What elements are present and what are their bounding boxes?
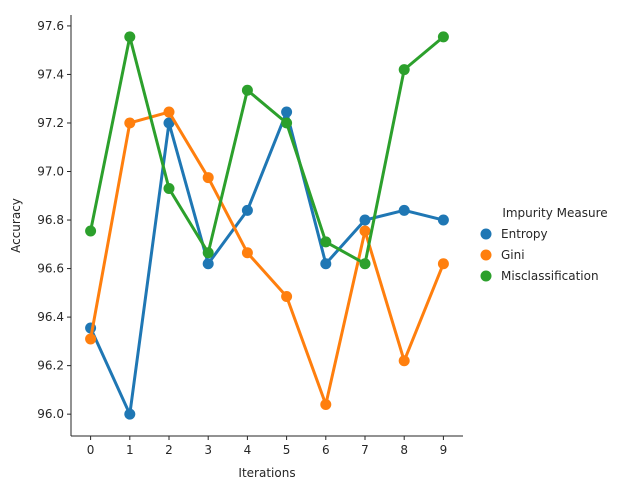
y-tick-label: 97.0: [37, 165, 64, 179]
x-tick-label: 7: [361, 443, 369, 457]
data-point-misclassification: [85, 225, 97, 237]
y-tick-label: 96.0: [37, 407, 64, 421]
y-tick-label: 96.8: [37, 213, 64, 227]
legend: Impurity Measure Entropy Gini Misclassific…: [480, 206, 608, 283]
data-point-misclassification: [241, 84, 253, 96]
data-point-entropy: [437, 214, 449, 226]
data-point-gini: [163, 106, 175, 118]
y-tick-label: 96.6: [37, 262, 64, 276]
legend-marker-entropy: [480, 228, 492, 240]
x-tick-label: 6: [322, 443, 330, 457]
x-ticks: 0 1 2 3 4 5 6 7 8 9: [87, 436, 447, 457]
x-tick-label: 8: [400, 443, 408, 457]
data-point-gini: [202, 172, 214, 184]
y-tick-label: 97.6: [37, 19, 64, 33]
x-axis-label: Iterations: [238, 466, 295, 480]
series-layer: [85, 31, 449, 420]
data-point-gini: [281, 290, 293, 302]
y-ticks: 96.0 96.2 96.4 96.6 96.8 97.0 97.2 97.4 97.6: [37, 19, 71, 421]
data-point-gini: [398, 355, 410, 367]
data-point-misclassification: [202, 247, 214, 259]
y-axis-label: Accuracy: [9, 198, 23, 253]
data-point-misclassification: [281, 117, 293, 129]
series-entropy: [85, 106, 449, 420]
data-point-entropy: [163, 117, 175, 129]
data-point-misclassification: [359, 258, 371, 270]
data-point-misclassification: [320, 236, 332, 248]
series-gini: [85, 106, 449, 410]
legend-label-gini: Gini: [501, 248, 525, 262]
x-tick-label: 5: [283, 443, 291, 457]
legend-title: Impurity Measure: [502, 206, 607, 220]
data-point-gini: [437, 258, 449, 270]
y-tick-label: 96.2: [37, 359, 64, 373]
data-point-entropy: [281, 106, 293, 118]
x-tick-label: 2: [165, 443, 173, 457]
axes: [70, 15, 463, 437]
data-point-misclassification: [437, 31, 449, 43]
data-point-entropy: [241, 204, 253, 216]
series-line-entropy: [89, 110, 444, 416]
x-tick-label: 4: [244, 443, 252, 457]
series-line-gini: [89, 110, 445, 406]
x-tick-label: 3: [204, 443, 212, 457]
y-tick-label: 97.2: [37, 116, 64, 130]
data-point-entropy: [398, 204, 410, 216]
x-tick-label: 9: [440, 443, 448, 457]
data-point-misclassification: [163, 182, 175, 194]
data-point-misclassification: [124, 31, 136, 43]
legend-label-misclassification: Misclassification: [501, 269, 599, 283]
data-point-gini: [241, 247, 253, 259]
data-point-gini: [320, 398, 332, 410]
y-tick-label: 96.4: [37, 310, 64, 324]
series-line-misclassification: [89, 35, 445, 266]
data-point-gini: [124, 117, 136, 129]
data-point-gini: [85, 333, 97, 345]
legend-marker-misclassification: [480, 270, 492, 282]
y-tick-label: 97.4: [37, 67, 64, 81]
data-point-entropy: [359, 214, 371, 226]
data-point-misclassification: [398, 64, 410, 76]
legend-marker-gini: [480, 249, 492, 261]
data-point-entropy: [202, 258, 214, 270]
x-tick-label: 0: [87, 443, 95, 457]
data-point-gini: [359, 225, 371, 237]
data-point-entropy: [320, 258, 332, 270]
series-misclassification: [85, 31, 449, 270]
data-point-entropy: [124, 408, 136, 420]
x-tick-label: 1: [126, 443, 134, 457]
legend-label-entropy: Entropy: [501, 227, 548, 241]
